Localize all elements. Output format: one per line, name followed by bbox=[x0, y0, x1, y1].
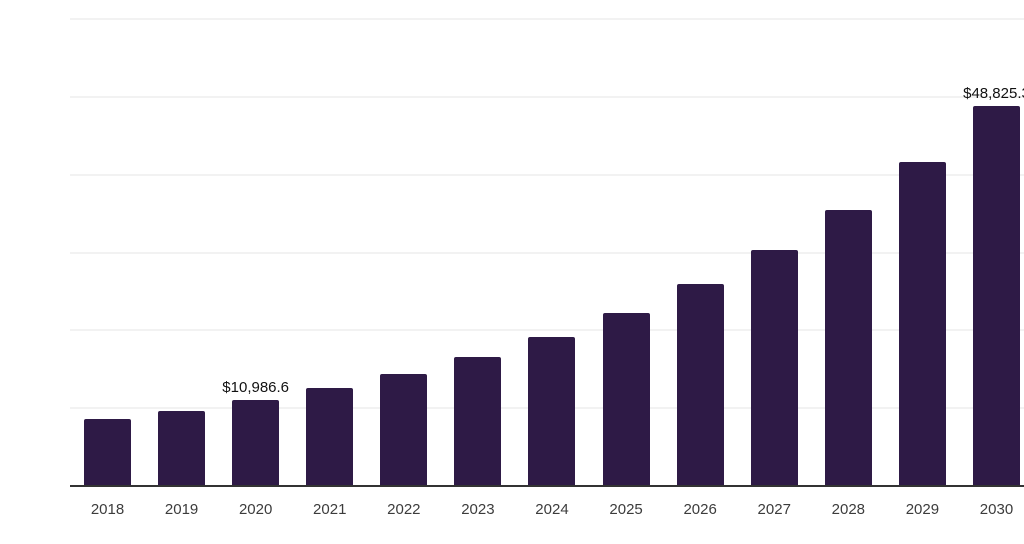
bar-2018 bbox=[84, 419, 131, 486]
x-tick-2026: 2026 bbox=[683, 501, 717, 518]
bar-2027 bbox=[750, 250, 798, 486]
bar-2019 bbox=[158, 410, 206, 486]
x-tick-2027: 2027 bbox=[757, 501, 791, 518]
x-tick-2023: 2023 bbox=[461, 501, 495, 518]
data-label-2030: $48,825.3 bbox=[963, 84, 1024, 102]
bar-2023 bbox=[454, 356, 502, 486]
x-tick-2018: 2018 bbox=[90, 501, 125, 518]
x-axis-line bbox=[70, 485, 1024, 487]
x-tick-2029: 2029 bbox=[905, 501, 940, 518]
x-tick-2028: 2028 bbox=[831, 501, 866, 518]
x-tick-2021: 2021 bbox=[313, 501, 347, 518]
bar-2030 bbox=[972, 105, 1020, 486]
bar-2021 bbox=[306, 387, 354, 486]
gridline-60000 bbox=[70, 18, 1024, 20]
gridline-50000 bbox=[70, 95, 1024, 98]
bar-2028 bbox=[824, 210, 872, 486]
x-tick-2020: 2020 bbox=[238, 501, 273, 518]
x-tick-2022: 2022 bbox=[387, 501, 421, 518]
data-label-2020: $10,986.6 bbox=[222, 379, 290, 397]
bar-chart: 2018 2019 2020 2021 2022 2023 2024 2025 2026 2027… bbox=[40, 16, 1024, 528]
gridline-20000 bbox=[70, 329, 1024, 332]
gridline-40000 bbox=[70, 173, 1024, 176]
x-tick-2025: 2025 bbox=[609, 501, 643, 518]
x-tick-2030: 2030 bbox=[979, 501, 1014, 518]
bar-2022 bbox=[380, 373, 428, 486]
bar-2020 bbox=[232, 400, 280, 486]
bar-2025 bbox=[602, 313, 650, 486]
bar-2026 bbox=[676, 284, 724, 486]
x-tick-2024: 2024 bbox=[535, 501, 569, 518]
bar-2029 bbox=[898, 162, 946, 486]
gridline-30000 bbox=[70, 251, 1024, 254]
bar-2024 bbox=[528, 337, 576, 486]
x-tick-2019: 2019 bbox=[164, 501, 199, 518]
